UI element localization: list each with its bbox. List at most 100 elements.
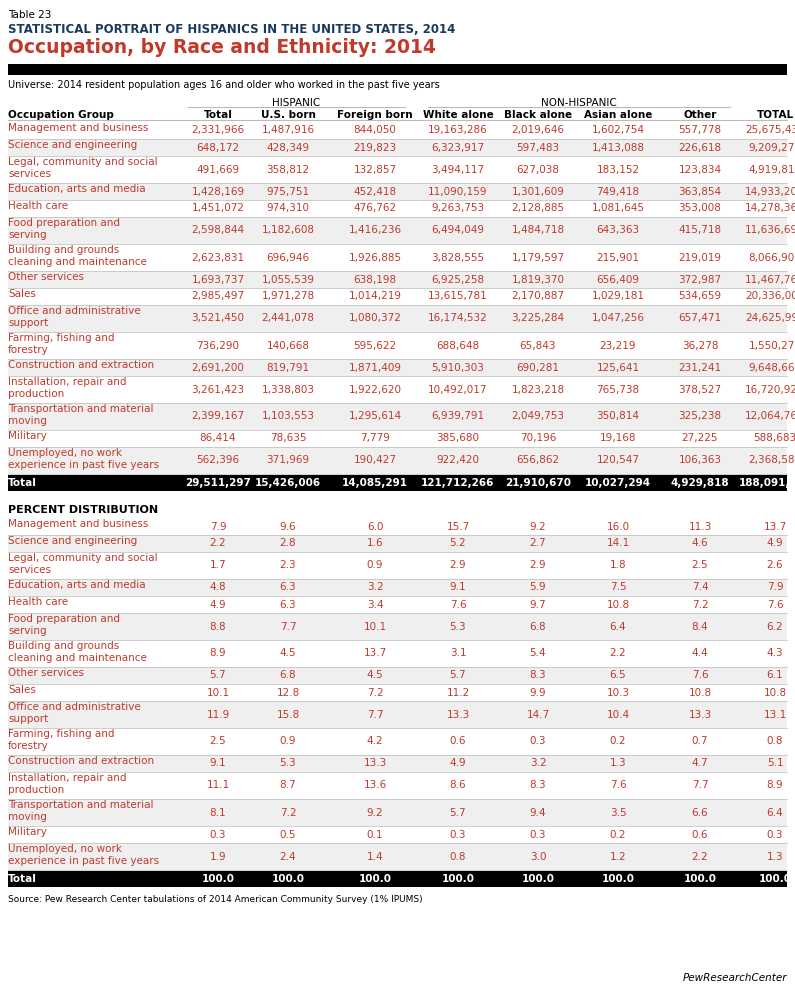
Text: 819,791: 819,791 [266, 363, 309, 373]
Text: 1,179,597: 1,179,597 [511, 253, 564, 263]
Text: 132,857: 132,857 [354, 165, 397, 174]
Text: 8.3: 8.3 [529, 671, 546, 681]
Text: 4.9: 4.9 [450, 758, 467, 768]
Text: TOTAL: TOTAL [756, 110, 793, 120]
Text: 6,494,049: 6,494,049 [432, 226, 484, 236]
Text: 3,828,555: 3,828,555 [432, 253, 485, 263]
Text: 4.3: 4.3 [766, 648, 783, 658]
Text: 100.0: 100.0 [758, 874, 792, 884]
Text: 372,987: 372,987 [678, 275, 722, 284]
Text: 1,926,885: 1,926,885 [348, 253, 401, 263]
Text: Unemployed, no work
experience in past five years: Unemployed, no work experience in past f… [8, 844, 159, 866]
Text: 9.2: 9.2 [529, 521, 546, 531]
Text: 7.7: 7.7 [280, 621, 297, 631]
Text: 1,971,278: 1,971,278 [262, 291, 315, 301]
Text: 7.6: 7.6 [766, 600, 783, 609]
Text: 21,910,670: 21,910,670 [505, 478, 571, 488]
Text: 0.9: 0.9 [366, 561, 383, 571]
Text: 100.0: 100.0 [441, 874, 475, 884]
Text: 13.6: 13.6 [363, 781, 386, 791]
Text: 231,241: 231,241 [678, 363, 722, 373]
Text: 0.3: 0.3 [450, 829, 466, 839]
Text: 6.6: 6.6 [692, 808, 708, 818]
Text: 0.3: 0.3 [210, 829, 227, 839]
Text: 2,049,753: 2,049,753 [511, 411, 564, 421]
Text: 1.7: 1.7 [210, 561, 227, 571]
Text: Transportation and material
moving: Transportation and material moving [8, 404, 153, 426]
Text: 1,301,609: 1,301,609 [511, 186, 564, 196]
Text: 10.1: 10.1 [207, 688, 230, 698]
Text: 0.6: 0.6 [692, 829, 708, 839]
Text: 2,399,167: 2,399,167 [192, 411, 245, 421]
Text: 1,055,539: 1,055,539 [262, 275, 315, 284]
Text: 8.3: 8.3 [529, 781, 546, 791]
Text: 2,985,497: 2,985,497 [192, 291, 245, 301]
Text: 7,779: 7,779 [360, 433, 390, 444]
Text: 0.2: 0.2 [610, 736, 626, 746]
Text: 1,416,236: 1,416,236 [348, 226, 401, 236]
Text: 13.3: 13.3 [688, 710, 712, 719]
Text: 1,338,803: 1,338,803 [262, 385, 315, 394]
Text: 100.0: 100.0 [602, 874, 634, 884]
Text: Food preparation and
serving: Food preparation and serving [8, 614, 120, 636]
Bar [8, 271, 787, 288]
Text: 14.1: 14.1 [607, 538, 630, 548]
Text: 371,969: 371,969 [266, 456, 309, 466]
Text: 1.6: 1.6 [366, 538, 383, 548]
Text: 226,618: 226,618 [678, 143, 722, 153]
Text: 10.8: 10.8 [688, 688, 712, 698]
Text: 6.4: 6.4 [610, 621, 626, 631]
Text: 4.8: 4.8 [210, 583, 227, 593]
Text: 0.9: 0.9 [280, 736, 297, 746]
Text: Health care: Health care [8, 201, 68, 211]
Bar [8, 535, 787, 552]
Text: 9,648,666: 9,648,666 [748, 363, 795, 373]
Text: 25,675,430: 25,675,430 [745, 126, 795, 136]
Text: 2.5: 2.5 [210, 736, 227, 746]
Text: 1,922,620: 1,922,620 [348, 385, 401, 394]
Text: 16,174,532: 16,174,532 [429, 313, 488, 323]
Text: 7.7: 7.7 [366, 710, 383, 719]
Text: 643,363: 643,363 [596, 226, 639, 236]
Text: Education, arts and media: Education, arts and media [8, 580, 145, 590]
Text: Farming, fishing and
forestry: Farming, fishing and forestry [8, 729, 114, 751]
Text: 9.6: 9.6 [280, 521, 297, 531]
Text: Occupation Group: Occupation Group [8, 110, 114, 120]
Text: 2.8: 2.8 [280, 538, 297, 548]
Text: 11.2: 11.2 [446, 688, 470, 698]
Text: 10.8: 10.8 [607, 600, 630, 609]
Text: 2,441,078: 2,441,078 [262, 313, 315, 323]
Text: 1,413,088: 1,413,088 [591, 143, 645, 153]
Text: 6,939,791: 6,939,791 [432, 411, 485, 421]
Text: 2.2: 2.2 [210, 538, 227, 548]
Text: 9.9: 9.9 [529, 688, 546, 698]
Text: 8.1: 8.1 [210, 808, 227, 818]
Text: 10.8: 10.8 [763, 688, 786, 698]
Text: 219,823: 219,823 [354, 143, 397, 153]
Text: 627,038: 627,038 [517, 165, 560, 174]
Text: 7.6: 7.6 [610, 781, 626, 791]
Text: 7.2: 7.2 [366, 688, 383, 698]
Text: 9.4: 9.4 [529, 808, 546, 818]
Text: 588,683: 588,683 [754, 433, 795, 444]
Text: 8.7: 8.7 [280, 781, 297, 791]
Text: 1,693,737: 1,693,737 [192, 275, 245, 284]
Text: Table 23: Table 23 [8, 10, 52, 20]
Text: 13.3: 13.3 [446, 710, 470, 719]
Text: 5,910,303: 5,910,303 [432, 363, 484, 373]
Text: 6.2: 6.2 [766, 621, 783, 631]
Text: Unemployed, no work
experience in past five years: Unemployed, no work experience in past f… [8, 448, 159, 471]
Text: 638,198: 638,198 [354, 275, 397, 284]
Text: 1,823,218: 1,823,218 [511, 385, 564, 394]
Text: 16.0: 16.0 [607, 521, 630, 531]
Text: Farming, fishing and
forestry: Farming, fishing and forestry [8, 333, 114, 356]
Text: 106,363: 106,363 [678, 456, 722, 466]
Text: 65,843: 65,843 [520, 341, 556, 351]
Text: 9.1: 9.1 [210, 758, 227, 768]
Bar [8, 613, 787, 640]
Text: Other services: Other services [8, 668, 84, 678]
Text: 6.3: 6.3 [280, 583, 297, 593]
Text: 0.6: 0.6 [450, 736, 466, 746]
Text: 922,420: 922,420 [436, 456, 479, 466]
Text: 9.7: 9.7 [529, 600, 546, 609]
